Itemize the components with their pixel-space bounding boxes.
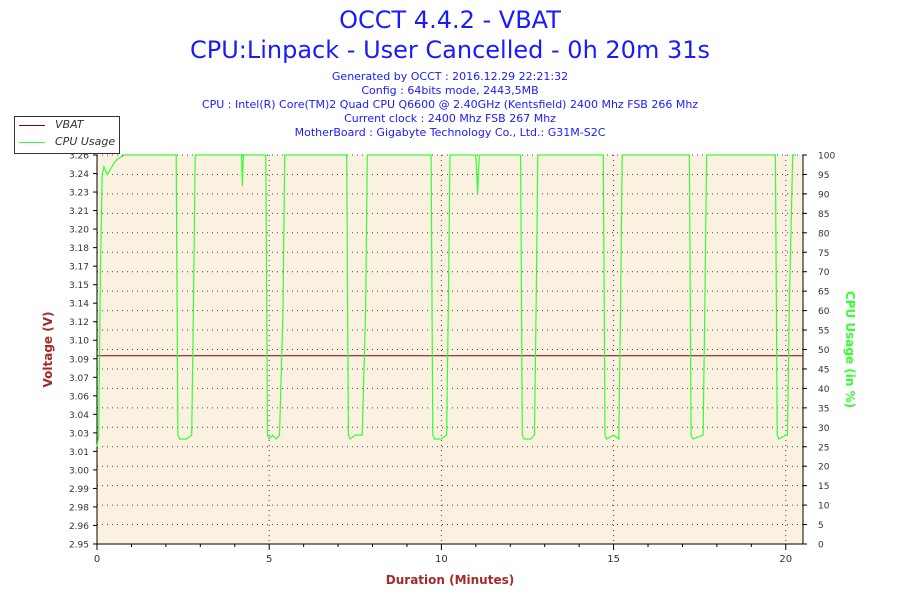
- x-tick-label: 20: [779, 554, 792, 565]
- y-left-tick-label: 3.03: [69, 429, 89, 439]
- y-right-tick-label: 30: [818, 424, 830, 434]
- y-right-tick-label: 25: [818, 443, 829, 453]
- y-left-tick-label: 2.96: [69, 522, 89, 532]
- info-motherboard: MotherBoard : Gigabyte Technology Co., L…: [294, 126, 606, 139]
- info-clock: Current clock : 2400 Mhz FSB 267 Mhz: [344, 112, 556, 125]
- y-right-tick-label: 50: [818, 346, 830, 356]
- y-left-tick-label: 3.21: [69, 207, 89, 217]
- series-line-cpu-usage: [96, 154, 797, 447]
- y-right-tick-label: 75: [818, 249, 829, 259]
- y-left-tick-label: 3.15: [69, 281, 89, 291]
- y-left-tick-label: 3.20: [69, 226, 89, 236]
- x-tick-label: 15: [607, 554, 620, 565]
- y-left-tick-label: 3.24: [69, 170, 89, 180]
- info-generated: Generated by OCCT : 2016.12.29 22:21:32: [331, 70, 569, 83]
- legend-item-vbat: VBAT: [19, 118, 84, 131]
- chart-title: OCCT 4.4.2 - VBAT: [339, 6, 561, 34]
- y-right-tick-label: 10: [818, 502, 830, 512]
- y-right-tick-label: 0: [818, 541, 824, 551]
- y-left-tick-label: 2.95: [69, 541, 89, 551]
- y-left-tick-label: 3.18: [69, 244, 89, 254]
- x-tick-label: 0: [94, 554, 100, 565]
- y-right-tick-label: 35: [818, 404, 829, 414]
- legend-swatch-cpu: [19, 141, 45, 143]
- y-right-tick-label: 60: [818, 307, 830, 317]
- y-left-tick-label: 3.23: [69, 189, 89, 199]
- y-axis-right-title: CPU Usage (in %): [843, 291, 857, 408]
- y-right-tick-label: 5: [818, 521, 824, 531]
- x-tick-label: 10: [435, 554, 448, 565]
- y-right-tick-label: 20: [818, 463, 830, 473]
- x-tick-label: 5: [266, 554, 272, 565]
- y-right-tick-label: 55: [818, 327, 829, 337]
- y-left-tick-label: 3.26: [69, 152, 89, 162]
- y-left-tick-label: 3.00: [69, 466, 89, 476]
- y-left-tick-label: 2.98: [69, 503, 89, 513]
- legend-swatch-vbat: [19, 124, 45, 126]
- y-left-tick-label: 3.07: [69, 374, 89, 384]
- y-left-tick-label: 2.99: [69, 485, 89, 495]
- y-right-tick-label: 90: [818, 190, 830, 200]
- y-right-tick-label: 65: [818, 288, 829, 298]
- legend-label-vbat: VBAT: [55, 118, 84, 131]
- info-config: Config : 64bits mode, 2443,5MB: [361, 84, 539, 97]
- legend-label-cpu: CPU Usage: [55, 135, 116, 148]
- x-axis-title: Duration (Minutes): [386, 573, 514, 587]
- y-right-tick-label: 95: [818, 171, 829, 181]
- legend-item-cpu: CPU Usage: [19, 135, 115, 148]
- y-left-tick-label: 3.10: [69, 337, 89, 347]
- y-right-tick-label: 80: [818, 229, 830, 239]
- y-axis-left-title: Voltage (V): [41, 312, 55, 388]
- y-right-tick-label: 70: [818, 268, 830, 278]
- y-left-tick-label: 3.04: [69, 411, 89, 421]
- plot-area: [97, 155, 803, 544]
- y-right-tick-label: 40: [818, 385, 830, 395]
- chart-subtitle: CPU:Linpack - User Cancelled - 0h 20m 31…: [189, 36, 710, 64]
- y-right-tick-label: 100: [818, 152, 835, 162]
- y-left-tick-label: 3.06: [69, 392, 89, 402]
- chart-legend: VBAT CPU Usage: [14, 116, 120, 154]
- y-left-tick-label: 3.17: [69, 263, 89, 273]
- y-left-tick-label: 3.14: [69, 300, 89, 310]
- y-right-tick-label: 85: [818, 210, 829, 220]
- y-left-tick-label: 3.01: [69, 448, 89, 458]
- y-right-tick-label: 15: [818, 482, 829, 492]
- info-cpu: CPU : Intel(R) Core(TM)2 Quad CPU Q6600 …: [201, 98, 699, 111]
- y-left-tick-label: 3.12: [69, 318, 89, 328]
- y-right-tick-label: 45: [818, 365, 829, 375]
- y-left-tick-label: 3.09: [69, 355, 89, 365]
